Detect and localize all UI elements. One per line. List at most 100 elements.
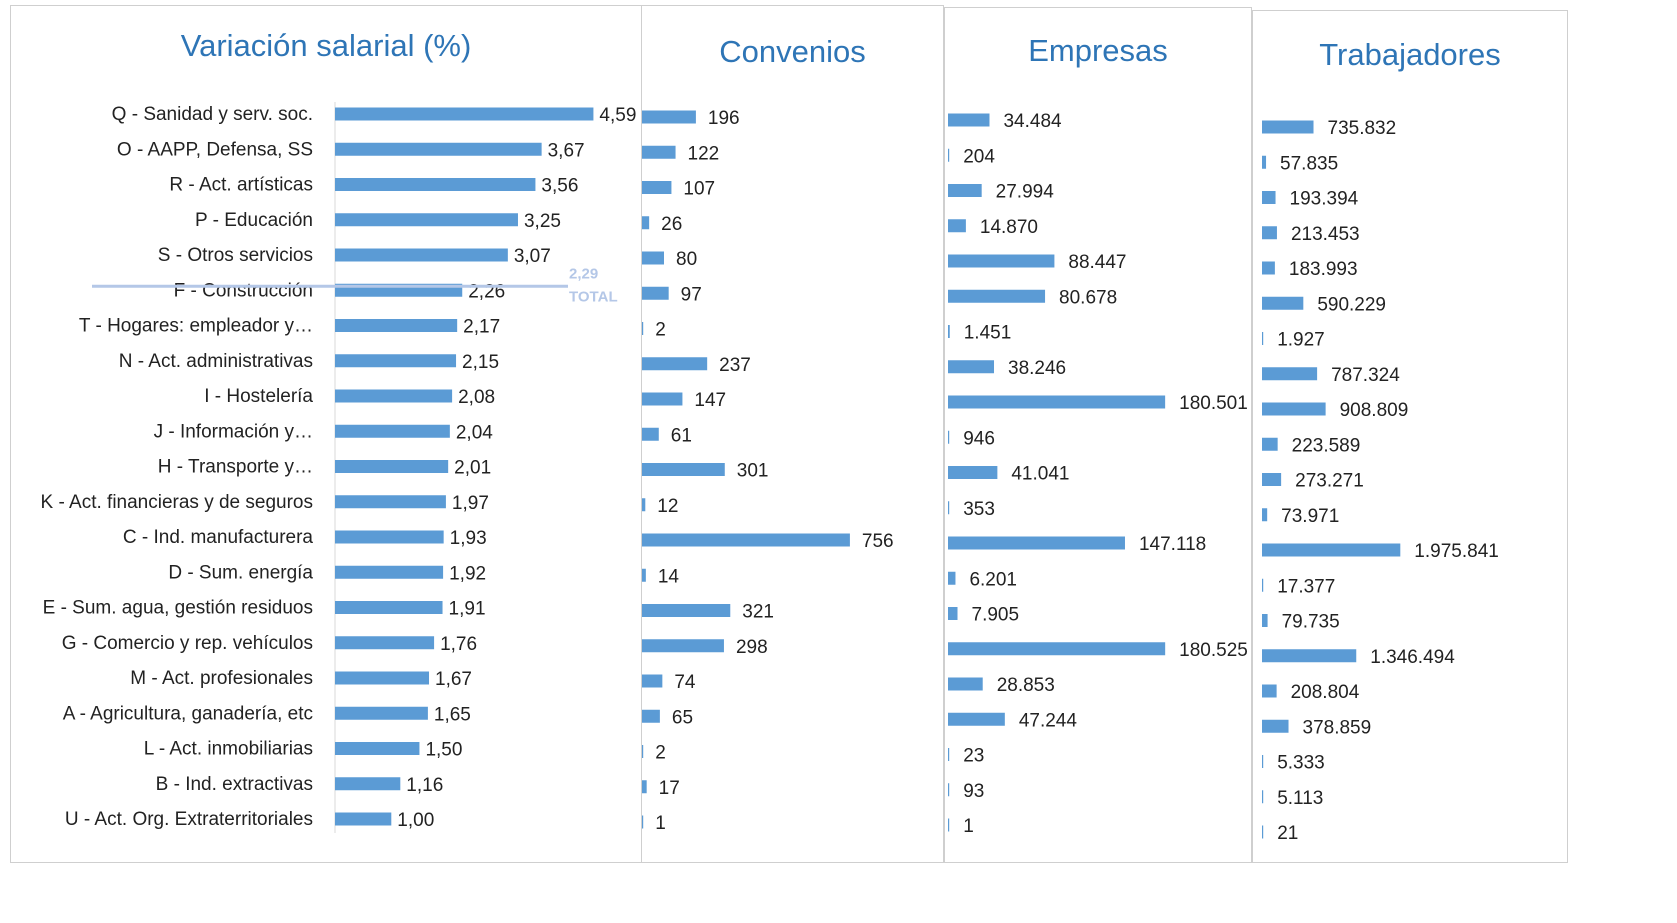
data-label: 196: [708, 108, 740, 129]
bar: [948, 219, 966, 233]
bar: [335, 636, 435, 650]
data-label: 2,01: [454, 458, 491, 479]
data-label: 1: [655, 813, 666, 834]
total-reference-value: 2,29: [569, 265, 598, 282]
category-label: H - Transporte y…: [158, 457, 313, 478]
data-label: 946: [963, 428, 995, 449]
bar: [335, 671, 430, 685]
bar: [642, 745, 644, 758]
companies-panel: Empresas 34.484 204 27.994 14.870 88.447 80.6…: [944, 7, 1252, 863]
bar: [948, 113, 990, 127]
data-label: 204: [963, 146, 995, 167]
bar: [948, 536, 1125, 550]
data-label: 14.870: [980, 217, 1038, 238]
bar: [335, 389, 453, 403]
bar: [642, 709, 660, 723]
bar: [335, 706, 428, 720]
category-label: K - Act. financieras y de seguros: [41, 492, 313, 513]
data-label: 107: [683, 179, 715, 200]
bar: [1262, 614, 1268, 627]
salary-chart-title: Variación salarial (%): [180, 28, 472, 63]
bar: [642, 639, 724, 653]
data-label: 57.835: [1280, 153, 1338, 174]
data-label: 3,67: [548, 140, 585, 161]
salary-chart: 4,59 Q - Sanidad y serv. soc. 3,67 O - AAPP…: [41, 102, 636, 833]
data-label: 1: [963, 816, 974, 837]
data-label: 147: [694, 390, 726, 411]
agreements-chart: 1961221072680972237147613011275614321298…: [642, 108, 894, 834]
data-label: 353: [963, 499, 995, 520]
data-label: 34.484: [1003, 111, 1062, 132]
bar: [335, 213, 518, 227]
data-label: 1,65: [434, 704, 471, 725]
bar: [948, 325, 950, 338]
data-label: 1.451: [964, 323, 1012, 344]
bar: [948, 501, 950, 515]
data-label: 183.993: [1289, 259, 1358, 280]
bar: [1262, 261, 1275, 275]
category-label: A - Agricultura, ganadería, etc: [63, 703, 313, 724]
bar: [948, 677, 983, 691]
data-label: 1,76: [440, 634, 477, 655]
bar: [948, 571, 956, 585]
data-label: 79.735: [1282, 612, 1340, 633]
data-label: 2,17: [463, 317, 500, 338]
data-label: 1,92: [449, 563, 486, 584]
bar: [1262, 790, 1264, 804]
data-label: 21: [1277, 823, 1298, 844]
data-label: 88.447: [1068, 252, 1126, 273]
bar: [642, 568, 646, 582]
category-label: B - Ind. extractivas: [156, 774, 313, 795]
data-label: 80.678: [1059, 287, 1117, 308]
data-label: 3,56: [541, 176, 578, 197]
bar: [1262, 719, 1289, 733]
bar: [1262, 578, 1264, 592]
data-label: 65: [672, 707, 693, 728]
bar: [948, 360, 995, 374]
data-label: 2,26: [468, 281, 505, 302]
bar: [1262, 226, 1277, 240]
data-label: 73.971: [1281, 506, 1339, 527]
bar: [948, 748, 950, 761]
workers-chart-title: Trabajadores: [1319, 37, 1501, 72]
bar: [335, 565, 444, 579]
data-label: 4,59: [599, 105, 636, 126]
data-label: 122: [688, 143, 720, 164]
bar: [642, 357, 708, 371]
data-label: 1,67: [435, 669, 472, 690]
bar: [1262, 402, 1326, 416]
data-label: 5.113: [1277, 788, 1323, 809]
data-label: 1,97: [452, 493, 489, 514]
bar: [948, 395, 1166, 409]
bar: [335, 601, 443, 614]
bar: [948, 430, 950, 444]
data-label: 1,16: [406, 775, 443, 796]
data-label: 756: [862, 531, 894, 552]
bar: [335, 319, 458, 332]
bar: [642, 815, 644, 829]
bar: [1262, 825, 1264, 839]
bar: [642, 181, 672, 194]
bar: [948, 642, 1166, 656]
category-label: P - Educación: [195, 210, 313, 231]
data-label: 41.041: [1011, 464, 1069, 485]
bar: [948, 289, 1046, 303]
data-label: 298: [736, 637, 768, 658]
data-label: 74: [674, 672, 696, 693]
category-label: J - Información y…: [154, 421, 313, 442]
workers-panel: Trabajadores 735.832 57.835 193.394 213.453…: [1252, 10, 1568, 863]
bar: [1262, 508, 1268, 522]
data-label: 7.905: [972, 605, 1020, 626]
data-label: 193.394: [1290, 189, 1359, 210]
data-label: 237: [719, 355, 751, 376]
bar: [335, 248, 508, 262]
data-label: 14: [658, 566, 680, 587]
bar: [335, 812, 392, 826]
category-label: G - Comercio y rep. vehículos: [62, 633, 313, 654]
category-label: M - Act. profesionales: [130, 668, 313, 689]
bar: [948, 466, 998, 479]
bar: [642, 533, 850, 547]
bar: [335, 142, 542, 156]
category-label: R - Act. artísticas: [169, 175, 313, 196]
